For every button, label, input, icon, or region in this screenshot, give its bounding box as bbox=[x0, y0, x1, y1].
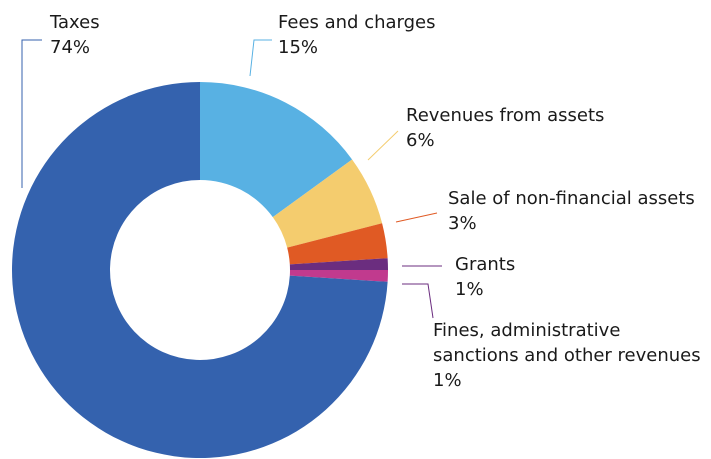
value-label: 3% bbox=[448, 213, 477, 234]
category-label: Taxes bbox=[50, 12, 100, 33]
category-label: Fees and charges bbox=[278, 12, 436, 33]
slice bbox=[289, 258, 388, 270]
value-label: 15% bbox=[278, 37, 319, 58]
slice bbox=[289, 270, 388, 282]
slice-label: Fees and charges 15% bbox=[278, 10, 436, 60]
slice bbox=[287, 223, 388, 265]
leader-line bbox=[367, 130, 399, 161]
leader-line bbox=[21, 39, 42, 188]
slice bbox=[11, 82, 388, 458]
slice bbox=[272, 159, 383, 248]
value-label: 1% bbox=[455, 279, 484, 300]
category-label: Fines, administrative sanctions and othe… bbox=[433, 320, 701, 366]
slice bbox=[200, 82, 353, 218]
value-label: 74% bbox=[50, 37, 91, 58]
category-label: Revenues from assets bbox=[406, 105, 605, 126]
slice-label: Sale of non-financial assets 3% bbox=[448, 186, 695, 236]
slice-label: Taxes 74% bbox=[50, 10, 100, 60]
value-label: 1% bbox=[433, 370, 462, 391]
slice-label: Fines, administrative sanctions and othe… bbox=[433, 318, 709, 393]
leader-line bbox=[402, 283, 434, 319]
leader-line bbox=[249, 39, 272, 77]
slice-label: Grants 1% bbox=[455, 252, 515, 302]
category-label: Sale of non-financial assets bbox=[448, 188, 695, 209]
slice-label: Revenues from assets 6% bbox=[406, 103, 604, 153]
category-label: Grants bbox=[455, 254, 516, 275]
leader-line bbox=[395, 212, 438, 223]
value-label: 6% bbox=[406, 130, 435, 151]
